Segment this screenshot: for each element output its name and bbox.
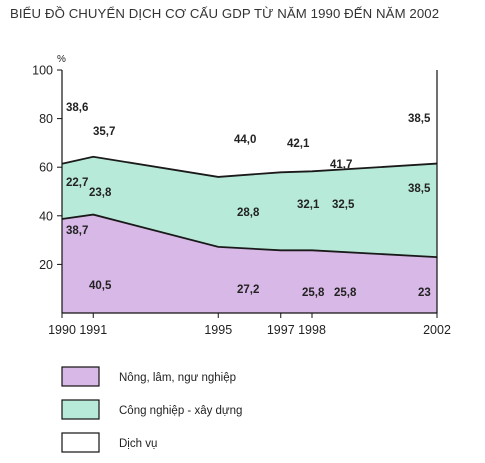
x-tick-label: 2002	[423, 323, 451, 337]
line-cong-nghiep-boundary	[61, 155, 438, 178]
label-ind-1998: 32,5	[332, 199, 355, 211]
chart-tick-labels: 20 40 60 80 100% 1990 1991 1995 1997 1998 2002	[32, 54, 451, 337]
x-tick-label: 1995	[204, 323, 232, 337]
legend-label-nong-lam: Nông, lâm, ngư nghiệp	[119, 372, 236, 384]
legend-swatch-cong-nghiep	[61, 399, 100, 420]
label-serv-1997: 42,1	[287, 138, 310, 150]
label-serv-1995: 44,0	[234, 134, 256, 146]
chart-data-labels: 38,7 40,5 27,2 25,8 25,8 23 22,723,8 28,8 32,1 32…	[66, 102, 431, 299]
area-nong-lam	[62, 214, 437, 313]
y-tick-label: 80	[39, 112, 53, 126]
label-agri-1997: 25,8	[302, 287, 325, 299]
y-tick-label: 40	[39, 209, 53, 223]
label-serv-1990: 38,6	[66, 102, 88, 114]
y-tick-label: 100	[32, 64, 53, 78]
label-ind-1991: 23,8	[89, 187, 112, 199]
legend-swatch-nong-lam	[61, 366, 100, 387]
label-ind-2002: 38,5	[408, 183, 431, 195]
legend-swatch-dich-vu	[61, 432, 100, 453]
label-agri-1998: 25,8	[334, 287, 357, 299]
area-cong-nghiep	[62, 156, 437, 258]
x-tick-label: 1998	[298, 323, 326, 337]
label-agri-2002: 23	[418, 287, 431, 299]
x-tick-label: 1991	[79, 323, 107, 337]
chart-areas	[61, 155, 438, 313]
label-serv-1998: 41,7	[330, 159, 352, 171]
label-agri-1995: 27,2	[237, 284, 259, 296]
y-tick-label: 20	[39, 258, 53, 272]
x-tick-label: 1997	[267, 323, 295, 337]
label-ind-1995: 28,8	[237, 207, 260, 219]
label-ind-1990: 22,7	[66, 177, 88, 189]
chart-legend: Nông, lâm, ngư nghiệp Công nghiệp - xây d…	[61, 366, 242, 453]
legend-label-dich-vu: Dịch vụ	[119, 438, 157, 450]
label-agri-1991: 40,5	[89, 280, 112, 292]
label-serv-2002: 38,5	[408, 113, 431, 125]
label-ind-1997: 32,1	[297, 199, 320, 211]
y-tick-label: 60	[39, 161, 53, 175]
label-agri-1990: 38,7	[66, 225, 88, 237]
chart-title: BIỂU ĐỒ CHUYỂN DỊCH CƠ CẤU GDP TỪ NĂM 19…	[10, 6, 440, 21]
y-axis-label: %	[57, 54, 66, 65]
label-serv-1991: 35,7	[93, 126, 115, 138]
legend-label-cong-nghiep: Công nghiệp - xây dựng	[119, 405, 242, 417]
line-nong-lam-boundary	[61, 213, 438, 259]
chart-axes	[57, 69, 438, 318]
x-tick-label: 1990	[48, 323, 76, 337]
